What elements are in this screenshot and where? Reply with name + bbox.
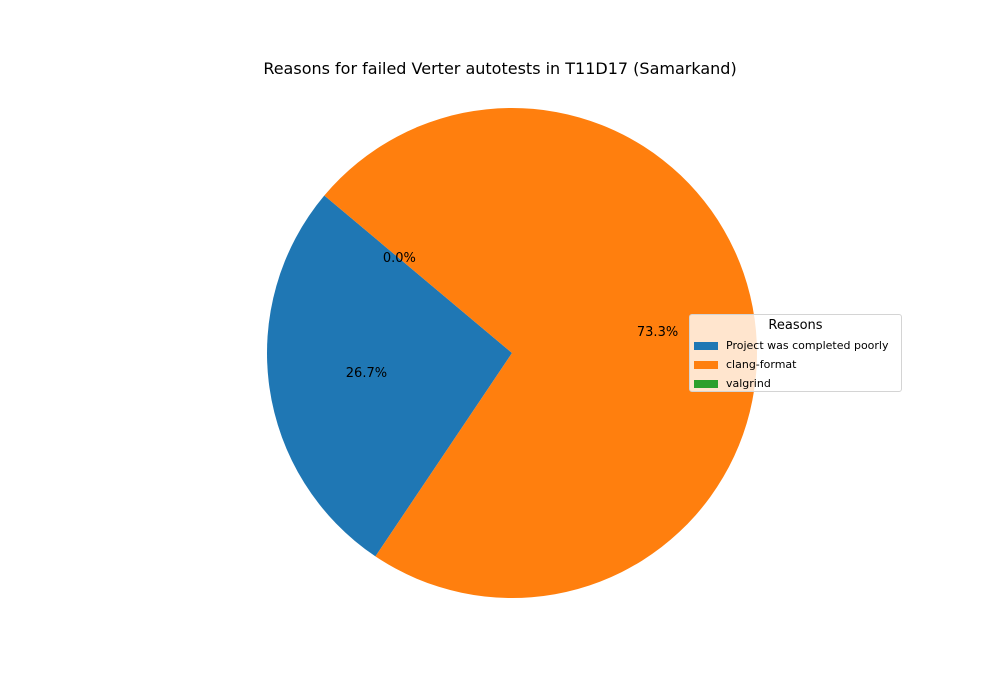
chart-title: Reasons for failed Verter autotests in T…: [263, 59, 737, 78]
legend-label: Project was completed poorly: [726, 339, 889, 352]
legend-item-project-poorly: Project was completed poorly: [690, 336, 901, 355]
legend-label: clang-format: [726, 358, 797, 371]
pie-pct-label: 73.3%: [637, 325, 678, 340]
legend-swatch: [694, 341, 718, 350]
pie-slice-project-was-completed-poorly: [267, 195, 512, 557]
legend-swatch: [694, 360, 718, 369]
legend-label: valgrind: [726, 377, 771, 390]
legend-item-valgrind: valgrind: [690, 374, 901, 393]
legend: Reasons Project was completed poorly cla…: [689, 314, 902, 392]
pie-slice-clang-format: [324, 107, 757, 598]
pie-labels: 26.7% 73.3% 0.0%: [346, 251, 678, 381]
legend-swatch: [694, 379, 718, 388]
legend-item-clang-format: clang-format: [690, 355, 901, 374]
legend-title: Reasons: [768, 318, 823, 333]
pie-slices: [267, 107, 757, 598]
pie-pct-label: 26.7%: [346, 366, 387, 381]
pie-pct-label: 0.0%: [383, 251, 416, 266]
